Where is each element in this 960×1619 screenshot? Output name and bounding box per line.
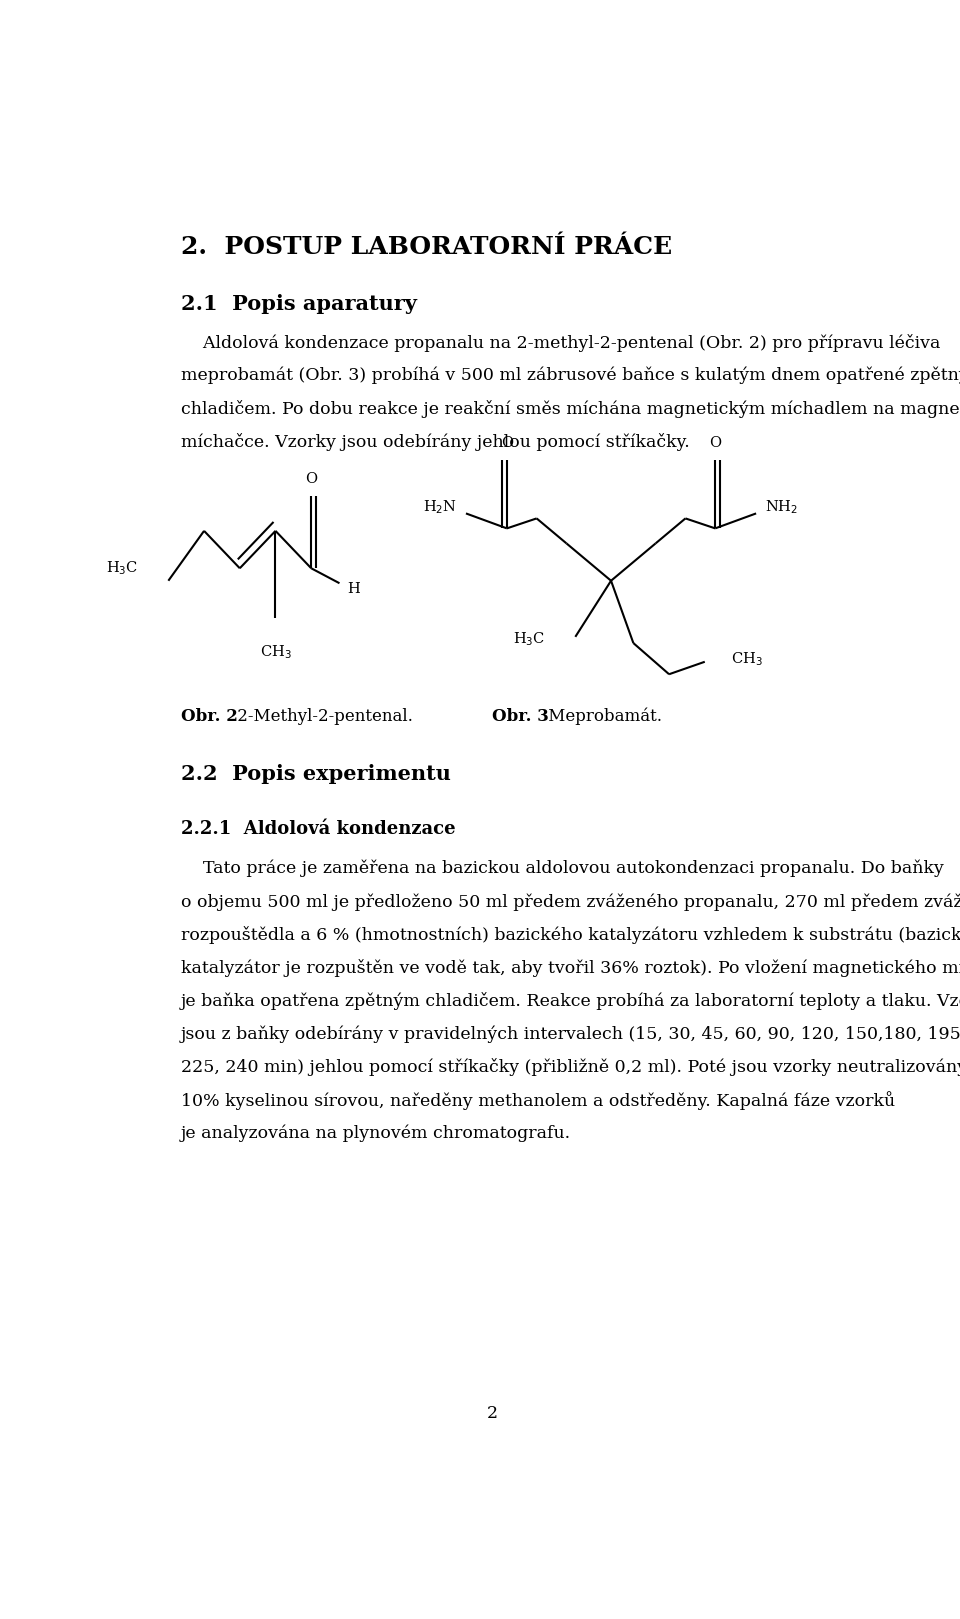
Text: míchačce. Vzorky jsou odebírány jehlou pomocí stříkačky.: míchačce. Vzorky jsou odebírány jehlou p…	[181, 432, 689, 452]
Text: 2.2.1  Aldolová kondenzace: 2.2.1 Aldolová kondenzace	[181, 821, 456, 839]
Text: 225, 240 min) jehlou pomocí stříkačky (přibližně 0,2 ml). Poté jsou vzorky neutr: 225, 240 min) jehlou pomocí stříkačky (p…	[181, 1059, 960, 1077]
Text: je baňka opatřena zpětným chladičem. Reakce probíhá za laboratorní teploty a tla: je baňka opatřena zpětným chladičem. Rea…	[181, 992, 960, 1010]
Text: Obr. 3: Obr. 3	[492, 708, 549, 725]
Text: je analyzována na plynovém chromatografu.: je analyzována na plynovém chromatografu…	[181, 1124, 571, 1141]
Text: Obr. 2: Obr. 2	[181, 708, 238, 725]
Text: Aldolová kondenzace propanalu na 2-methyl-2-pentenal (Obr. 2) pro přípravu léčiv: Aldolová kondenzace propanalu na 2-methy…	[181, 334, 941, 351]
Text: H$_3$C: H$_3$C	[107, 560, 138, 576]
Text: H$_2$N: H$_2$N	[423, 499, 457, 516]
Text: O: O	[305, 473, 317, 486]
Text: Tato práce je zaměřena na bazickou aldolovou autokondenzaci propanalu. Do baňky: Tato práce je zaměřena na bazickou aldol…	[181, 860, 944, 877]
Text: chladičem. Po dobu reakce je reakční směs míchána magnetickým míchadlem na magne: chladičem. Po dobu reakce je reakční smě…	[181, 400, 960, 418]
Text: CH$_3$: CH$_3$	[731, 651, 762, 669]
Text: NH$_2$: NH$_2$	[765, 499, 798, 516]
Text: 2.1  Popis aparatury: 2.1 Popis aparatury	[181, 295, 417, 314]
Text: meprobamát (Obr. 3) probíhá v 500 ml zábrusové baňce s kulatým dnem opatřené zpě: meprobamát (Obr. 3) probíhá v 500 ml záb…	[181, 368, 960, 384]
Text: jsou z baňky odebírány v pravidelných intervalech (15, 30, 45, 60, 90, 120, 150,: jsou z baňky odebírány v pravidelných in…	[181, 1025, 960, 1043]
Text: 10% kyselinou sírovou, naředěny methanolem a odstředěny. Kapalná fáze vzorků: 10% kyselinou sírovou, naředěny methanol…	[181, 1091, 895, 1111]
Text: 2: 2	[487, 1405, 497, 1421]
Text: O: O	[709, 436, 721, 450]
Text: rozpouštědla a 6 % (hmotnostních) bazického katalyzátoru vzhledem k substrátu (b: rozpouštědla a 6 % (hmotnostních) bazick…	[181, 926, 960, 944]
Text: CH$_3$: CH$_3$	[259, 643, 291, 661]
Text: H: H	[347, 583, 360, 596]
Text: 2-Methyl-2-pentenal.: 2-Methyl-2-pentenal.	[231, 708, 413, 725]
Text: H$_3$C: H$_3$C	[514, 630, 545, 648]
Text: Meprobamát.: Meprobamát.	[542, 708, 661, 725]
Text: katalyzátor je rozpuštěn ve vodě tak, aby tvořil 36% roztok). Po vložení magneti: katalyzátor je rozpuštěn ve vodě tak, ab…	[181, 958, 960, 978]
Text: O: O	[501, 436, 513, 450]
Text: o objemu 500 ml je předloženo 50 ml předem zváženého propanalu, 270 ml předem zv: o objemu 500 ml je předloženo 50 ml před…	[181, 894, 960, 910]
Text: 2.  POSTUP LABORATORNÍ PRÁCE: 2. POSTUP LABORATORNÍ PRÁCE	[181, 235, 672, 259]
Text: 2.2  Popis experimentu: 2.2 Popis experimentu	[181, 764, 451, 784]
